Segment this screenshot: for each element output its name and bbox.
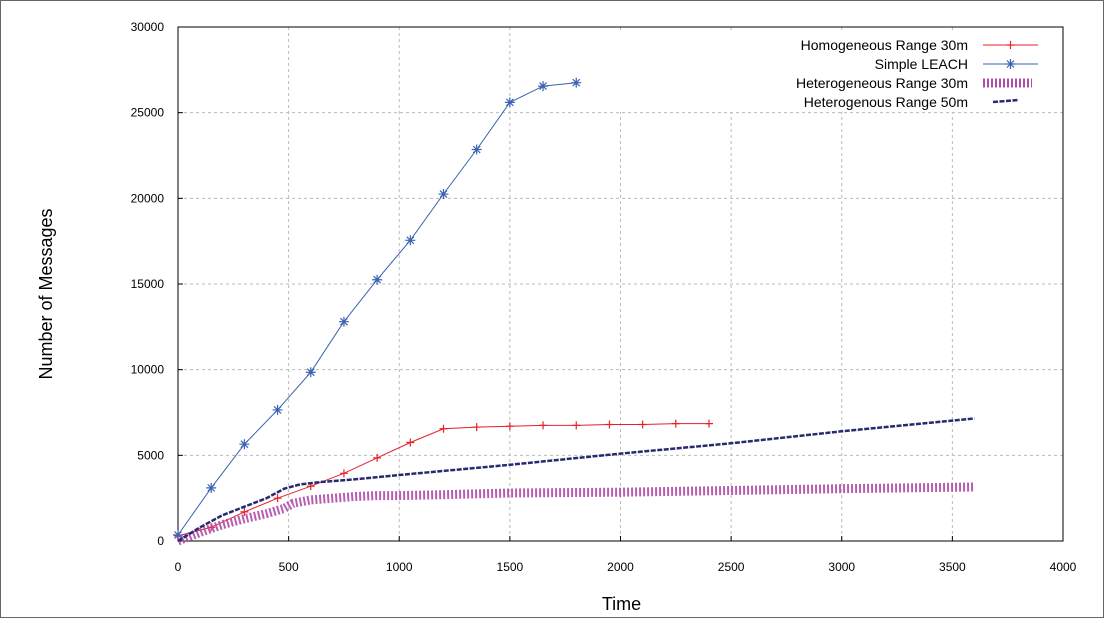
data-point-plus (240, 507, 249, 516)
series-group (173, 77, 975, 546)
legend-label: Heterogeneous Range 30m (796, 75, 968, 91)
x-axis-title: Time (602, 594, 641, 614)
data-point-plus (373, 453, 382, 462)
data-point-plus (406, 438, 415, 447)
y-axis-title: Number of Messages (36, 208, 56, 379)
x-tick-label: 500 (279, 560, 299, 574)
data-point-plus (539, 421, 548, 430)
x-tick-label: 2500 (718, 560, 745, 574)
legend: Homogeneous Range 30m Simple LEACH Heterog… (614, 30, 1054, 112)
data-point-plus (1006, 41, 1015, 49)
data-point-star (504, 97, 515, 108)
legend-background (614, 30, 1054, 112)
x-tick-label: 1000 (386, 560, 413, 574)
data-point-star (372, 274, 383, 285)
series-4 (177, 417, 975, 543)
grid (178, 27, 1063, 541)
data-point-star (1005, 59, 1016, 69)
data-point-star (305, 367, 316, 378)
data-point-star (438, 189, 449, 200)
data-point-star (239, 439, 250, 450)
x-tick-label: 1500 (497, 560, 524, 574)
x-tick-label: 3500 (939, 560, 966, 574)
data-point-plus (605, 420, 614, 429)
data-point-plus (472, 423, 481, 432)
data-point-star (571, 77, 582, 88)
data-point-plus (671, 419, 680, 428)
legend-label: Heterogenous Range 50m (804, 94, 968, 110)
data-point-plus (339, 469, 348, 478)
legend-item: Heterogeneous Range 30m (796, 75, 1032, 91)
legend-label: Simple LEACH (875, 56, 968, 72)
y-tick-label: 30000 (131, 20, 165, 34)
series-2 (173, 77, 582, 541)
data-point-star (338, 316, 349, 327)
legend-item: Simple LEACH (875, 56, 1038, 72)
y-tick-label: 15000 (131, 277, 165, 291)
y-tick-label: 10000 (131, 363, 165, 377)
data-point-star (405, 235, 416, 246)
y-tick-label: 0 (157, 534, 164, 548)
x-tick-label: 3000 (828, 560, 855, 574)
data-point-plus (505, 422, 514, 431)
data-point-plus (439, 424, 448, 433)
legend-label: Homogeneous Range 30m (801, 37, 968, 53)
y-tick-label: 5000 (137, 448, 164, 462)
data-point-plus (572, 421, 581, 430)
legend-item: Homogeneous Range 30m (801, 37, 1038, 53)
data-point-star (272, 404, 283, 415)
y-tick-label: 25000 (131, 106, 165, 120)
legend-item: Heterogenous Range 50m (804, 94, 1020, 110)
series-3 (176, 482, 975, 546)
data-point-plus (638, 420, 647, 429)
data-point-star (206, 482, 217, 493)
x-tick-label: 2000 (607, 560, 634, 574)
series-1 (174, 419, 713, 540)
series-line (176, 482, 975, 546)
legend-swatch (992, 98, 1020, 104)
x-tick-label: 4000 (1050, 560, 1077, 574)
axis-ticks: 0 500 1000 1500 2000 2500 3000 3500 4000 0 5000 100… (131, 20, 1077, 574)
data-point-star (538, 81, 549, 92)
data-point-star (173, 530, 183, 541)
series-line (177, 417, 975, 543)
data-point-star (471, 144, 482, 155)
x-tick-label: 0 (175, 560, 182, 574)
data-point-plus (273, 494, 282, 503)
y-tick-label: 20000 (131, 191, 165, 205)
data-point-plus (705, 419, 713, 428)
